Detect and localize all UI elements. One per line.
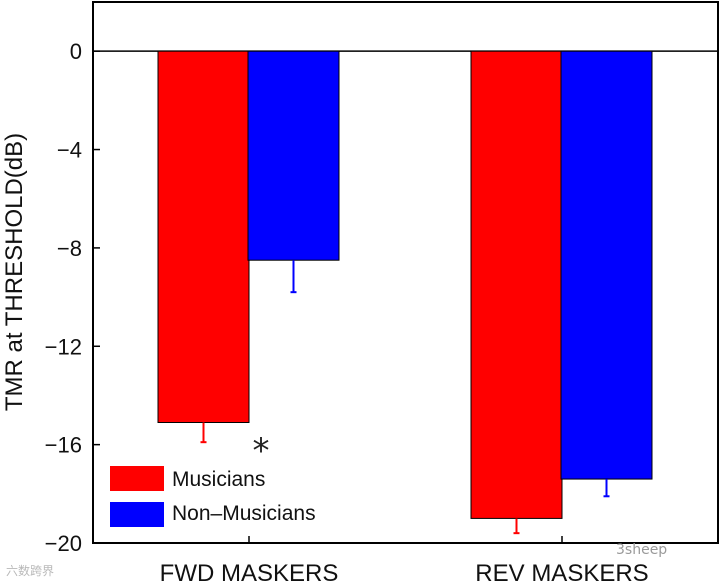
x-tick-label: FWD MASKERS bbox=[160, 560, 339, 584]
bars bbox=[157, 50, 653, 535]
x-axis-labels: FWD MASKERS REV MASKERS bbox=[160, 536, 649, 584]
bar-musicians-1 bbox=[470, 50, 563, 519]
watermark-right: 3sheep bbox=[616, 542, 668, 558]
bar-musicians-0 bbox=[157, 50, 250, 424]
bar-non-musicians-0 bbox=[247, 50, 340, 261]
legend-swatch-musicians bbox=[110, 466, 164, 491]
bar-non-musicians-1 bbox=[560, 50, 653, 480]
y-tick-label: −20 bbox=[45, 531, 82, 556]
legend-label-musicians: Musicians bbox=[172, 468, 265, 491]
y-tick-label: −12 bbox=[45, 334, 82, 359]
legend-label-non-musicians: Non–Musicians bbox=[172, 502, 316, 525]
watermark-left: 六数跨界 bbox=[6, 564, 55, 578]
y-tick-label: −16 bbox=[45, 433, 82, 458]
x-tick-label: REV MASKERS bbox=[475, 560, 648, 584]
legend: Musicians Non–Musicians bbox=[110, 466, 316, 527]
y-axis-label: TMR at THRESHOLD(dB) bbox=[1, 133, 28, 411]
y-tick-label: −8 bbox=[57, 236, 82, 261]
y-tick-label: −4 bbox=[57, 138, 82, 163]
significance-asterisk: * bbox=[253, 431, 270, 471]
y-axis-ticks: 0 −4 −8 −12 −16 −20 bbox=[45, 39, 100, 556]
y-tick-label: 0 bbox=[70, 39, 82, 64]
legend-swatch-non-musicians bbox=[110, 502, 164, 527]
